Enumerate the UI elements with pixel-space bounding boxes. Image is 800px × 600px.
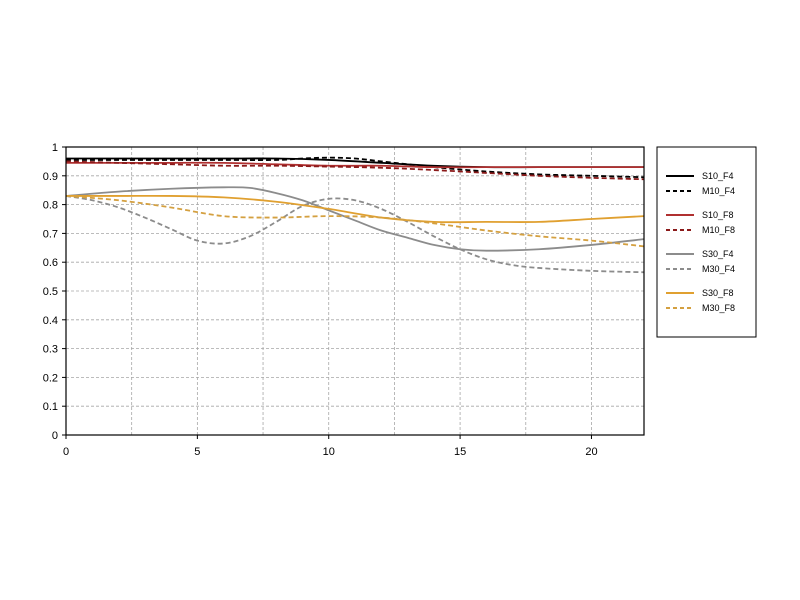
series-line-m30-f8 <box>65 195 645 248</box>
y-tick-label: 0.4 <box>43 315 58 327</box>
legend-label-s10-f8: S10_F8 <box>702 210 734 220</box>
legend-label-s30-f8: S30_F8 <box>702 288 734 298</box>
series-line-m30-f4 <box>65 195 645 274</box>
series-lines <box>65 156 645 274</box>
y-tick-label: 0.9 <box>43 171 58 183</box>
x-tick-label: 15 <box>454 446 466 458</box>
x-tick-label: 10 <box>323 446 335 458</box>
x-tick-label: 5 <box>194 446 200 458</box>
series-line-s10-f8 <box>65 161 644 169</box>
legend: S10_F4 M10_F4 S10_F8 M10_F8 S30_F4 M30_F4 S30_… <box>656 146 757 338</box>
legend-label-m30-f8: M30_F8 <box>702 303 735 313</box>
legend-box <box>656 146 757 338</box>
x-tick-label: 20 <box>585 446 597 458</box>
series-line-s30-f4 <box>65 186 645 252</box>
y-tick-label: 0.1 <box>43 401 58 413</box>
legend-label-m10-f8: M10_F8 <box>702 225 735 235</box>
y-tick-label: 0.7 <box>43 228 58 240</box>
axis-ticks: 0 5 10 15 20 0 0.1 0.2 0.3 0.4 0.5 0.6 0.7 0.8 0.9 1 <box>43 142 598 458</box>
legend-label-m10-f4: M10_F4 <box>702 186 735 196</box>
x-tick-label: 0 <box>63 446 69 458</box>
y-tick-label: 0.5 <box>43 286 58 298</box>
legend-label-s10-f4: S10_F4 <box>702 171 734 181</box>
series-line-m10-f8 <box>65 160 645 181</box>
y-tick-label: 0.2 <box>43 372 58 384</box>
y-tick-label: 0.6 <box>43 257 58 269</box>
y-tick-label: 0.3 <box>43 344 58 356</box>
y-tick-label: 0 <box>52 430 58 442</box>
series-line-s30-f8 <box>66 194 645 224</box>
series-line-m10-f4 <box>66 156 645 179</box>
y-tick-label: 1 <box>52 142 58 154</box>
legend-label-m30-f4: M30_F4 <box>702 264 735 274</box>
y-tick-label: 0.8 <box>43 200 58 212</box>
legend-label-s30-f4: S30_F4 <box>702 249 734 259</box>
